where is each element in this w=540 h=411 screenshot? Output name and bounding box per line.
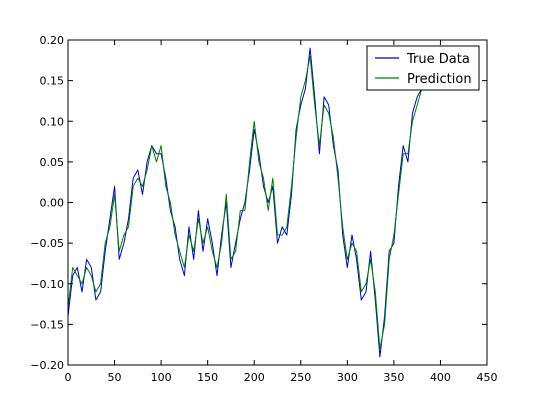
x-axis: 0 50 100 150 200 250 300 350 400 450 [65, 40, 498, 384]
y-tick-label: −0.15 [30, 318, 64, 331]
x-tick-label: 100 [151, 371, 172, 384]
x-tick-label: 350 [383, 371, 404, 384]
legend-box [366, 45, 480, 91]
series-line-true-data [67, 47, 450, 358]
x-tick-label: 400 [430, 371, 451, 384]
y-tick-label: 0.10 [40, 115, 65, 128]
y-axis: −0.20 −0.15 −0.10 −0.05 0.00 0.05 0.10 0.15 0.20 [30, 34, 487, 372]
x-tick-label: 300 [337, 371, 358, 384]
series-line-prediction [67, 55, 450, 350]
y-tick-label: 0.00 [40, 197, 65, 210]
series-layer [67, 47, 450, 358]
legend: True Data Prediction [366, 45, 480, 91]
x-tick-label: 450 [477, 371, 498, 384]
plot-area [68, 40, 487, 365]
legend-label-true-data: True Data [406, 52, 470, 67]
x-tick-label: 50 [108, 371, 122, 384]
x-tick-label: 200 [244, 371, 265, 384]
x-tick-label: 150 [197, 371, 218, 384]
y-tick-label: −0.10 [30, 278, 64, 291]
x-tick-label: 250 [290, 371, 311, 384]
legend-label-prediction: Prediction [407, 72, 472, 87]
y-tick-label: −0.05 [30, 237, 64, 250]
y-tick-label: −0.20 [30, 359, 64, 372]
y-tick-label: 0.15 [40, 75, 65, 88]
x-tick-label: 0 [65, 371, 72, 384]
y-tick-label: 0.05 [40, 156, 65, 169]
y-tick-label: 0.20 [40, 34, 65, 47]
